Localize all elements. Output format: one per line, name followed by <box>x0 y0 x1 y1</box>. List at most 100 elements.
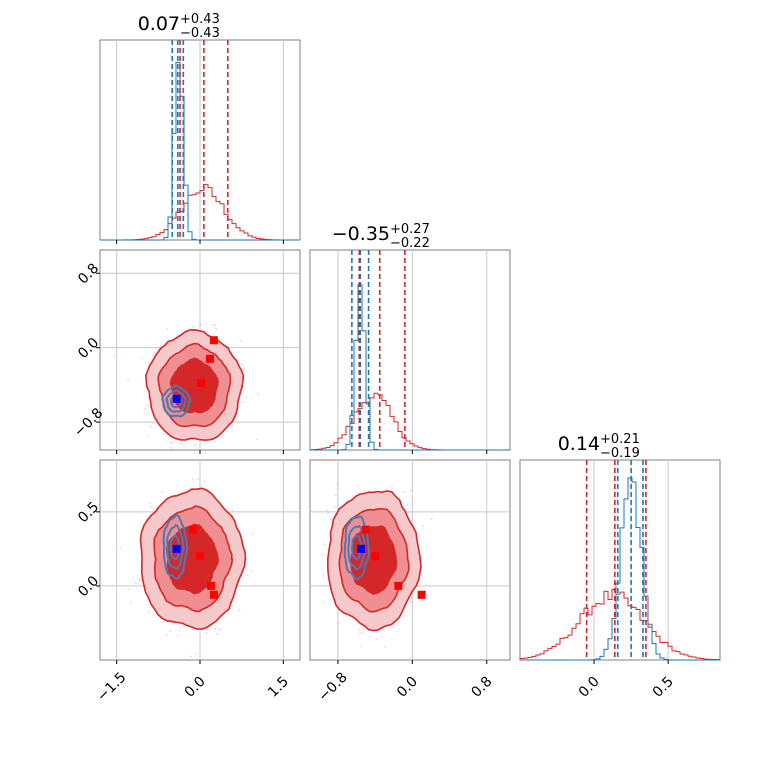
red-marker <box>371 552 380 561</box>
blue-contour-outer <box>162 513 189 580</box>
param-title-3-upper: +0.21 <box>600 432 640 447</box>
sample-point <box>240 339 243 342</box>
param-title-2-lower: −0.22 <box>390 236 430 251</box>
x-tick-label: 0.0 <box>182 674 209 701</box>
sample-point <box>205 632 208 635</box>
x-tick-label: 0.5 <box>650 674 677 701</box>
sample-point <box>214 627 217 630</box>
y-tick-label: 0.0 <box>75 335 102 362</box>
sample-point <box>214 440 217 443</box>
param-title-2-value: −0.35 <box>332 223 390 245</box>
sample-point <box>422 524 424 527</box>
x-tick-label: 0.8 <box>468 674 495 701</box>
sample-point <box>219 628 222 630</box>
sample-point <box>162 433 164 436</box>
sample-point <box>337 621 340 624</box>
param-title-1-upper: +0.43 <box>180 12 220 27</box>
sample-point <box>143 408 146 411</box>
sample-point <box>146 404 149 407</box>
sample-point <box>166 328 169 331</box>
red-marker <box>417 590 426 599</box>
x-tick-label: −0.8 <box>315 669 350 704</box>
sample-point <box>162 621 165 624</box>
red-marker <box>196 552 204 561</box>
sample-point <box>158 347 161 349</box>
blue-marker <box>172 394 181 403</box>
sample-point <box>406 503 409 506</box>
x-tick-label: 0.0 <box>394 674 421 701</box>
y-tick-label: 0.0 <box>75 573 102 600</box>
hist-panel-2 <box>309 249 511 451</box>
sample-point <box>403 490 406 493</box>
density-group <box>322 483 433 665</box>
sample-point <box>383 645 386 648</box>
sample-point <box>176 635 179 638</box>
sample-point <box>375 637 378 640</box>
red-marker <box>209 336 218 345</box>
blue-contour-outer <box>343 515 370 580</box>
sample-point <box>322 553 325 556</box>
sample-point <box>192 325 195 328</box>
blue-contour-inner <box>169 534 181 561</box>
sample-point <box>127 379 130 382</box>
density-group <box>119 453 254 658</box>
sample-point <box>185 456 187 458</box>
blue-histogram <box>100 61 300 241</box>
param-title-1-lower: −0.43 <box>180 26 220 41</box>
sample-point <box>194 653 197 656</box>
sample-point <box>245 454 247 456</box>
sample-point <box>214 324 216 326</box>
sample-point <box>127 588 130 591</box>
blue-histogram <box>520 477 720 661</box>
sample-point <box>322 574 325 577</box>
sample-point <box>113 355 116 358</box>
sample-point <box>327 512 330 515</box>
sample-point <box>203 480 206 483</box>
x-tick-label: 1.5 <box>265 674 292 701</box>
sample-point <box>119 546 122 549</box>
sample-point <box>176 334 179 337</box>
sample-point <box>241 364 244 366</box>
sample-point <box>231 428 233 431</box>
sample-point <box>238 609 241 612</box>
red-marker <box>207 581 216 590</box>
sample-point <box>130 601 133 604</box>
sample-point <box>170 441 172 444</box>
sample-point <box>169 446 172 449</box>
sample-point <box>356 485 359 488</box>
blue-contour-middle <box>347 524 367 571</box>
sample-point <box>149 425 152 428</box>
blue-marker <box>357 544 366 553</box>
red-marker <box>206 354 214 363</box>
red-marker <box>394 581 403 590</box>
blue-histogram <box>310 284 510 451</box>
red-marker <box>209 590 218 599</box>
sample-point <box>215 327 218 330</box>
sample-point <box>251 532 254 535</box>
sample-point <box>141 357 143 360</box>
red-histogram <box>519 589 721 661</box>
sample-point <box>148 611 151 614</box>
sample-point <box>409 600 412 603</box>
sample-point <box>191 478 194 481</box>
sample-point <box>152 354 155 357</box>
sample-point <box>148 502 151 505</box>
sample-point <box>323 544 326 546</box>
sample-point <box>430 518 433 520</box>
param-title-2-upper: +0.27 <box>390 222 430 237</box>
sample-point <box>194 444 197 447</box>
sample-point <box>231 509 234 512</box>
red-marker <box>361 525 370 534</box>
sample-point <box>190 655 193 658</box>
x-tick-label: 0.0 <box>576 674 603 701</box>
sample-point <box>325 509 328 512</box>
sample-point <box>246 574 249 577</box>
blue-contour-middle <box>166 523 185 570</box>
x-tick-label: −1.5 <box>94 669 129 704</box>
blue-contour-middle <box>165 389 188 413</box>
sample-point <box>197 453 199 455</box>
sample-point <box>255 438 258 441</box>
sample-point <box>362 663 364 665</box>
sample-point <box>250 570 253 573</box>
